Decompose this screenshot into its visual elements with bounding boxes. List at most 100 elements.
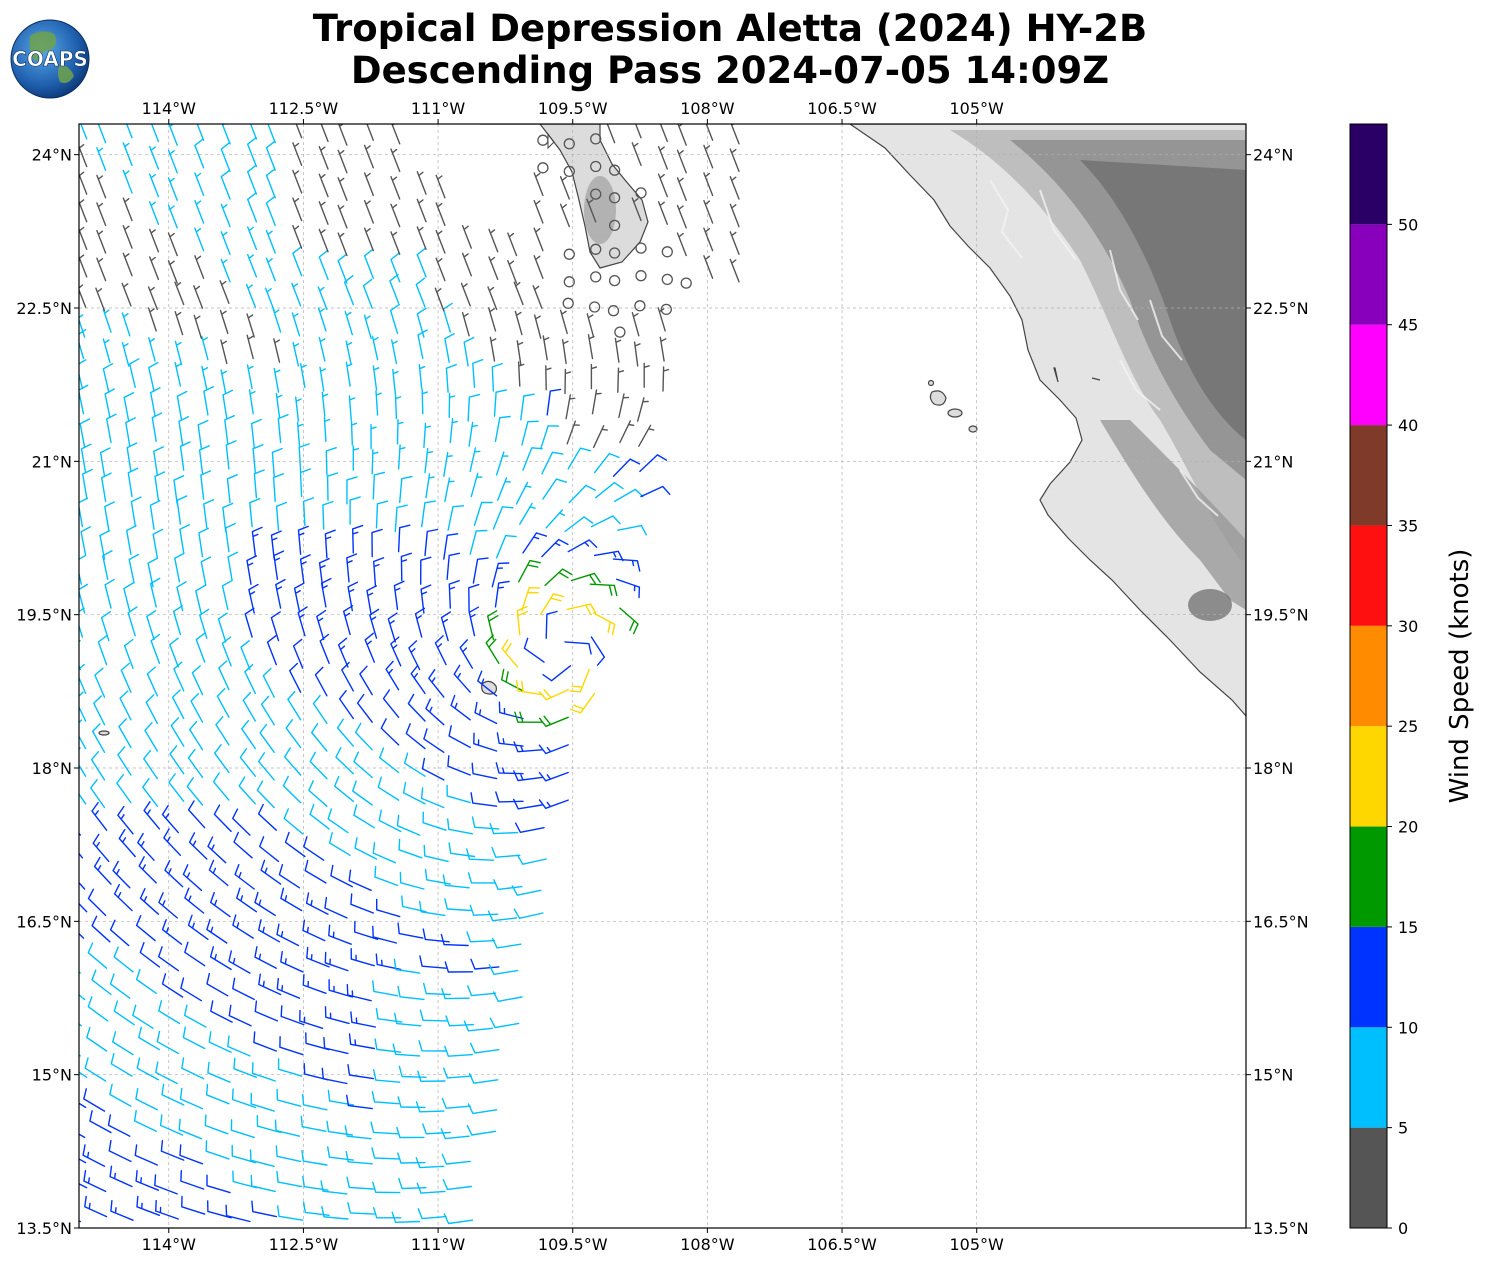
wind-barb bbox=[467, 393, 481, 422]
wind-barb bbox=[415, 1101, 445, 1113]
lon-tick-label-top: 109.5°W bbox=[538, 99, 608, 118]
wind-barb bbox=[216, 688, 230, 718]
wind-barb bbox=[92, 833, 110, 863]
wind-barb bbox=[380, 718, 400, 746]
wind-barb bbox=[102, 363, 114, 393]
wind-barb bbox=[246, 334, 254, 360]
wind-barb bbox=[337, 253, 348, 284]
wind-barb bbox=[194, 255, 205, 279]
wind-barb bbox=[265, 168, 276, 199]
wind-barb bbox=[617, 524, 647, 536]
wind-barb bbox=[353, 751, 373, 779]
wind-barb bbox=[346, 1094, 373, 1110]
wind-barb bbox=[354, 722, 373, 751]
calm-wind-circle bbox=[563, 165, 575, 178]
wind-barb bbox=[423, 982, 451, 996]
wind-barb bbox=[164, 860, 184, 888]
wind-barb bbox=[453, 664, 471, 693]
wind-barb bbox=[221, 124, 231, 145]
wind-barb bbox=[371, 1091, 400, 1105]
wind-barb bbox=[477, 670, 498, 697]
lon-tick-label-bottom: 112.5°W bbox=[269, 1235, 339, 1254]
wind-barb bbox=[400, 552, 412, 582]
calm-wind-circle bbox=[614, 326, 626, 338]
wind-barb bbox=[207, 1061, 231, 1083]
wind-barb bbox=[421, 500, 436, 528]
wind-barb bbox=[292, 197, 303, 222]
wind-barb bbox=[472, 557, 489, 584]
wind-barb bbox=[228, 1004, 252, 1027]
wind-barb bbox=[566, 603, 597, 615]
colorbar-bin bbox=[1350, 324, 1387, 426]
wind-barb bbox=[425, 698, 445, 726]
wind-barb bbox=[249, 1149, 275, 1167]
wind-barb bbox=[149, 256, 160, 281]
wind-barb bbox=[189, 720, 204, 751]
wind-barb bbox=[318, 173, 329, 198]
wind-barb bbox=[507, 260, 518, 284]
wind-barb bbox=[350, 420, 358, 446]
wind-barb bbox=[95, 287, 106, 312]
wind-barb bbox=[619, 607, 639, 635]
wind-barb bbox=[254, 946, 277, 969]
wind-barb bbox=[590, 515, 621, 528]
wind-barb bbox=[533, 314, 542, 339]
wind-barb bbox=[121, 282, 132, 307]
wind-barb bbox=[265, 195, 276, 227]
wind-barb bbox=[492, 506, 514, 530]
wind-barb bbox=[521, 587, 541, 612]
wind-barb bbox=[226, 474, 238, 504]
wind-barb bbox=[94, 667, 106, 698]
wind-barb bbox=[250, 1092, 275, 1112]
wind-barb bbox=[316, 609, 327, 641]
wind-barb bbox=[356, 693, 373, 723]
wind-barb bbox=[398, 1177, 427, 1190]
wind-barb bbox=[80, 526, 91, 557]
wind-barb bbox=[143, 801, 161, 830]
wind-barb bbox=[441, 1097, 471, 1109]
colorbar-bin bbox=[1350, 425, 1387, 526]
wind-barb bbox=[491, 362, 503, 392]
wind-barb bbox=[350, 893, 374, 914]
wind-barb bbox=[113, 883, 133, 912]
wind-barb bbox=[514, 711, 543, 723]
wind-barb bbox=[354, 920, 379, 940]
wind-barb bbox=[472, 359, 484, 388]
wind-barb bbox=[182, 1026, 206, 1050]
calm-wind-circle bbox=[608, 164, 621, 176]
wind-barb bbox=[174, 281, 185, 306]
wind-barb bbox=[416, 171, 427, 195]
wind-barb bbox=[195, 632, 206, 663]
wind-barb bbox=[122, 169, 133, 194]
wind-barb bbox=[513, 798, 543, 810]
wind-barb bbox=[397, 524, 411, 553]
wind-barb bbox=[498, 701, 524, 720]
wind-barb bbox=[703, 172, 714, 197]
wind-barb bbox=[260, 859, 282, 885]
wind-barb bbox=[121, 312, 131, 337]
wind-barb bbox=[424, 448, 434, 474]
calm-wind-circle bbox=[590, 271, 602, 283]
wind-barb bbox=[405, 723, 426, 750]
wind-barb bbox=[80, 443, 92, 474]
wind-barb bbox=[348, 1033, 375, 1050]
colorbar-bin bbox=[1350, 926, 1387, 1028]
wind-barb bbox=[170, 717, 185, 747]
wind-barb bbox=[206, 973, 229, 997]
wind-barb bbox=[370, 1121, 399, 1135]
wind-barb bbox=[257, 803, 277, 831]
wind-barb bbox=[410, 664, 426, 695]
wind-barb bbox=[397, 1152, 426, 1164]
wind-barb bbox=[612, 458, 641, 477]
wind-barb bbox=[218, 660, 230, 691]
wind-barb bbox=[174, 362, 182, 387]
wind-barb bbox=[224, 415, 235, 445]
wind-barb bbox=[514, 822, 545, 833]
wind-barb bbox=[570, 692, 596, 714]
wind-barb bbox=[631, 312, 640, 337]
calm-wind-circle bbox=[608, 219, 621, 232]
colorbar-bin bbox=[1350, 525, 1387, 626]
wind-barb bbox=[468, 606, 480, 637]
wind-barb bbox=[303, 836, 325, 861]
wind-barb bbox=[493, 389, 507, 417]
